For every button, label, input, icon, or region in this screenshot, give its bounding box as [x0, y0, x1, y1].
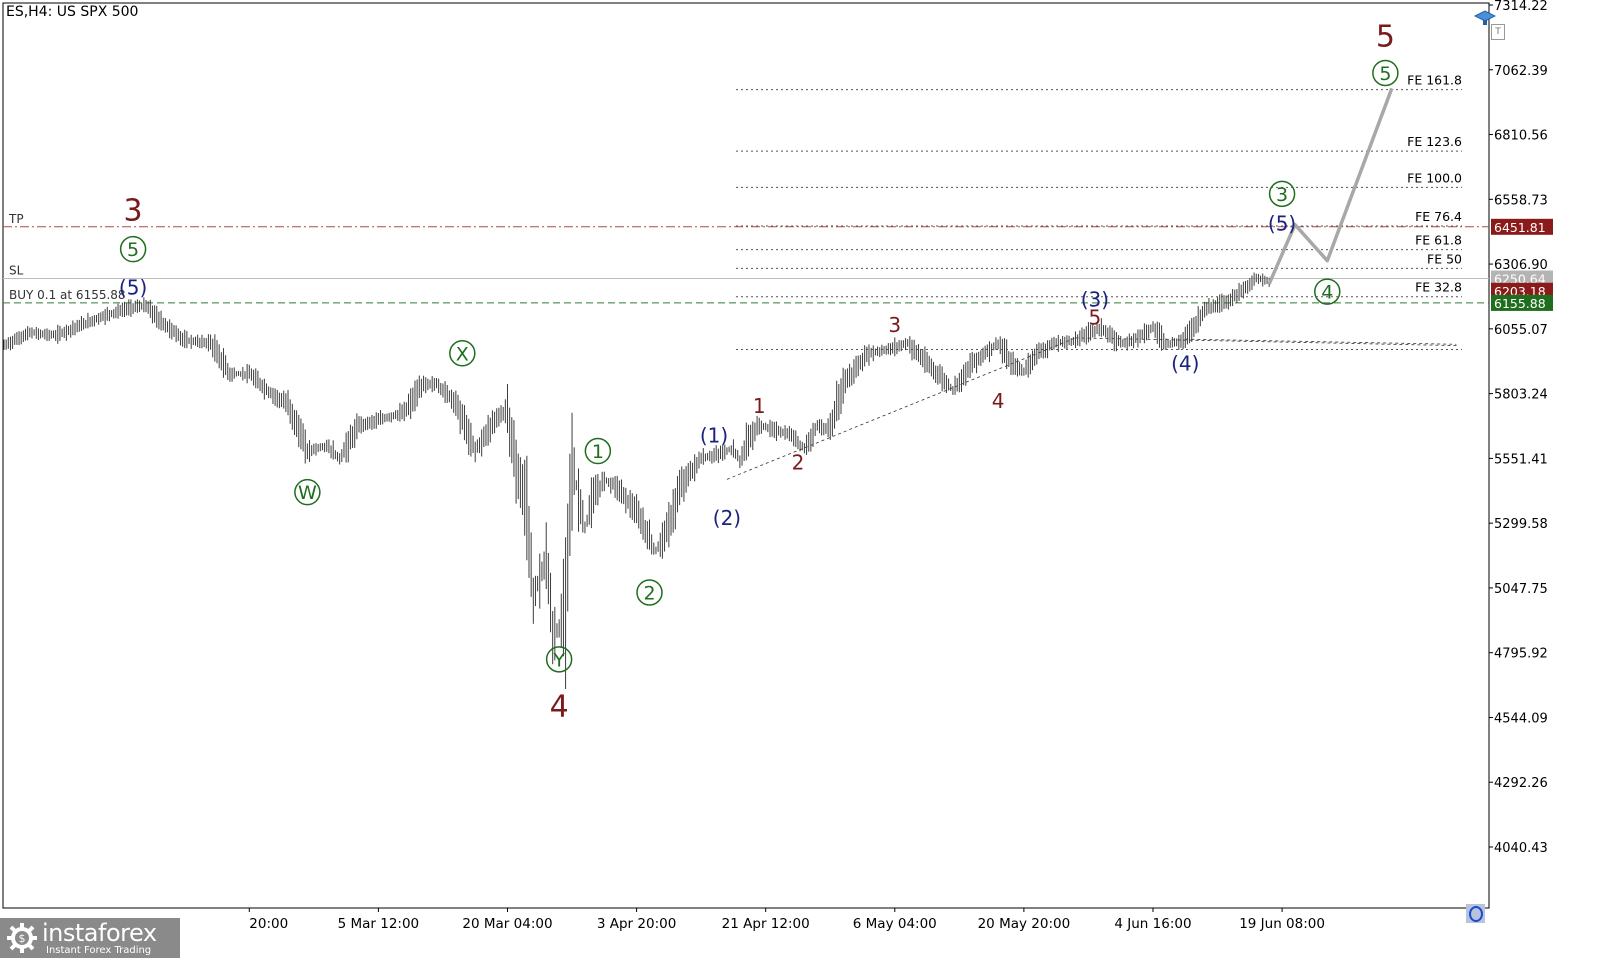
x-tick-label: 21 Apr 12:00: [722, 916, 810, 932]
price-tag: [1491, 218, 1553, 235]
wave-label: 5: [1376, 20, 1395, 55]
projection-line: [1267, 87, 1394, 285]
fe-level-label: FE 123.6: [1407, 134, 1462, 149]
wave-label: W: [298, 482, 317, 504]
wave-label: (5): [1268, 211, 1296, 235]
wave-label: 4: [992, 389, 1005, 413]
price-tag-label: 6451.81: [1494, 220, 1546, 235]
wave-circle: [1268, 180, 1296, 208]
svg-text:$: $: [19, 932, 26, 945]
price-tag-label: 6155.88: [1494, 296, 1546, 311]
wave-circle: [119, 235, 147, 263]
x-tick-label: 6 May 04:00: [853, 916, 937, 932]
wave-circle: [1372, 59, 1399, 87]
wave-label: 3: [888, 313, 901, 337]
y-tick-label: 4795.92: [1494, 647, 1548, 662]
wave-label: (1): [700, 424, 728, 448]
fe-level-label: FE 76.4: [1415, 209, 1462, 224]
wave-circle: [449, 340, 476, 367]
trade-level-label: BUY 0.1 at 6155.88: [9, 288, 126, 302]
y-tick-label: 5803.24: [1494, 388, 1548, 403]
wave-label: 2: [643, 582, 655, 604]
wave-label: Y: [552, 649, 565, 671]
y-tick-label: 6055.07: [1494, 323, 1548, 338]
x-tick-label: 5 Mar 12:00: [338, 916, 420, 932]
trade-level-label: TP: [8, 212, 24, 226]
logo-name: instaforex: [42, 919, 157, 947]
logo-subtitle: Instant Forex Trading: [46, 945, 152, 956]
instaforex-logo: $ instaforex Instant Forex Trading: [0, 918, 180, 958]
price-tag: [1491, 270, 1553, 287]
fe-level-label: FE 50: [1427, 251, 1462, 266]
y-tick-label: 6810.56: [1494, 129, 1548, 144]
wave-label: 5: [127, 239, 139, 261]
x-tick-label: 4 Jun 16:00: [1114, 916, 1191, 932]
y-tick-label: 5551.41: [1494, 452, 1548, 467]
y-tick-label: 6558.73: [1494, 193, 1548, 208]
y-axis: 7314.22 7062.39 6810.56 6558.73 6306.90 6055.…: [1489, 0, 1548, 856]
y-tick-label: 4040.43: [1494, 841, 1548, 856]
wave-label: 5: [1379, 63, 1391, 85]
wave-label: 3: [1276, 184, 1288, 206]
wave-label: (5): [119, 276, 147, 300]
wave-circle: [545, 646, 573, 673]
fe-level-label: FE 61.8: [1415, 233, 1462, 248]
wave-label: (3): [1081, 287, 1109, 311]
x-tick-label: 3 Apr 20:00: [597, 916, 676, 932]
wave-circle: [1314, 278, 1341, 305]
gear-logo-icon: $: [7, 923, 37, 953]
x-tick-label: 19 Jun 08:00: [1239, 916, 1325, 932]
y-tick-label: 4544.09: [1494, 711, 1548, 726]
wave-circle: [636, 579, 663, 606]
fe-level-label: FE 32.8: [1415, 280, 1462, 295]
wave-circle: [294, 478, 321, 506]
one-click-trading-icon[interactable]: T: [1491, 24, 1505, 40]
y-tick-label: 7062.39: [1494, 64, 1548, 79]
wave-label: X: [456, 343, 469, 365]
wave-label: 1: [592, 441, 604, 463]
fibonacci-levels: FE 161.8 FE 123.6 FE 100.0 FE 76.4 FE 61.8 FE…: [736, 73, 1462, 350]
wave-label: 2: [792, 451, 805, 475]
price-bars: [3, 272, 1270, 690]
wave-label: 5: [1089, 305, 1102, 329]
x-axis: 20:00 5 Mar 12:00 20 Mar 04:00 3 Apr 20:00 2…: [248, 908, 1325, 932]
wave-label: (4): [1171, 352, 1199, 376]
wave-label: 4: [550, 690, 569, 725]
price-tag: [1491, 282, 1553, 299]
wave-circle: [584, 437, 612, 465]
y-tick-label: 4292.26: [1494, 776, 1548, 791]
y-tick-label: 5299.58: [1494, 517, 1548, 532]
wave-label: 4: [1321, 282, 1333, 304]
wave-label: (2): [713, 506, 741, 530]
projection-path: [1267, 87, 1394, 285]
x-tick-label: 20 May 20:00: [978, 916, 1071, 932]
y-tick-label: 5047.75: [1494, 582, 1548, 597]
chart-title: ES,H4: US SPX 500: [6, 4, 139, 20]
trade-levels: TP SL BUY 0.1 at 6155.88: [3, 212, 1489, 304]
x-tick-label: 20:00: [249, 916, 288, 932]
wave-label: 3: [124, 193, 143, 228]
wave-label: 1: [753, 394, 766, 418]
trading-tools-icon[interactable]: [1473, 10, 1497, 30]
price-tag: [1491, 294, 1553, 311]
chart-shift-icon[interactable]: [1466, 904, 1485, 923]
trade-level-label: SL: [9, 264, 24, 278]
fe-level-label: FE 161.8: [1407, 73, 1462, 88]
y-tick-label: 6306.90: [1494, 258, 1548, 273]
fe-level-label: FE 100.0: [1407, 170, 1462, 185]
y-tick-label: 7314.22: [1494, 0, 1548, 14]
x-tick-label: 20 Mar 04:00: [462, 916, 552, 932]
